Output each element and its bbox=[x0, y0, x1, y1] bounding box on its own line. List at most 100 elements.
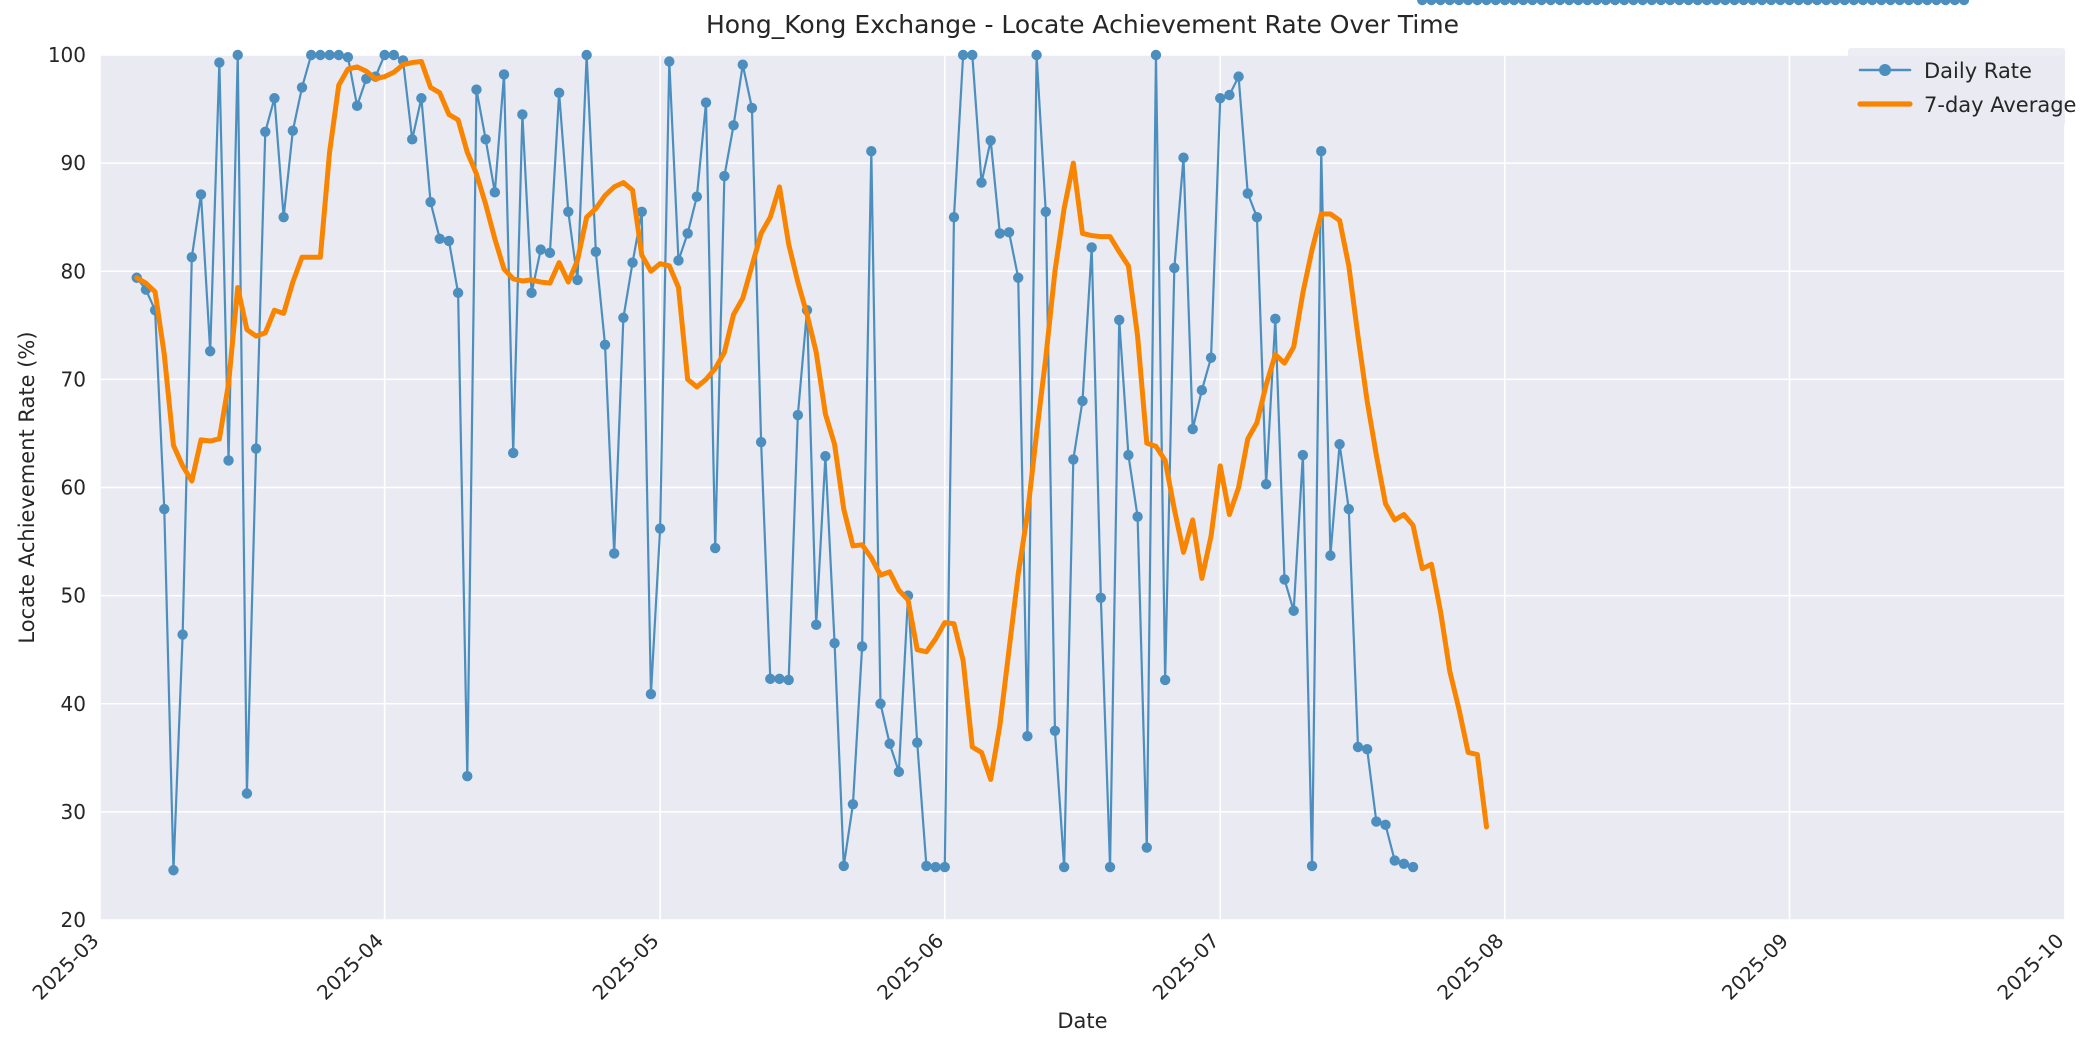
data-point-marker bbox=[691, 191, 703, 202]
y-tick-label: 90 bbox=[61, 151, 86, 175]
data-point-marker bbox=[508, 447, 519, 459]
data-point-marker bbox=[930, 861, 941, 873]
data-point-marker bbox=[1499, 0, 1511, 6]
data-point-marker bbox=[847, 799, 859, 810]
data-point-marker bbox=[1297, 449, 1309, 461]
data-point-marker bbox=[1701, 0, 1713, 6]
data-point-marker bbox=[1215, 93, 1226, 104]
data-point-marker bbox=[1169, 262, 1180, 274]
data-point-marker bbox=[985, 135, 996, 146]
series-line bbox=[134, 58, 1490, 830]
data-point-marker bbox=[1270, 313, 1281, 325]
data-point-marker bbox=[296, 82, 308, 93]
data-point-marker bbox=[710, 542, 721, 554]
x-axis-label: Date bbox=[1057, 1009, 1107, 1033]
data-point-marker bbox=[774, 673, 785, 685]
data-point-marker bbox=[1637, 0, 1648, 6]
data-point-marker bbox=[1729, 0, 1740, 6]
data-point-marker bbox=[1573, 0, 1584, 6]
data-point-marker bbox=[1196, 384, 1208, 396]
chart-legend[interactable]: Daily Rate 7-day Average bbox=[1848, 48, 2076, 126]
data-point-marker bbox=[1756, 0, 1768, 6]
data-point-marker bbox=[682, 228, 693, 239]
data-point-marker bbox=[1784, 0, 1795, 6]
data-point-marker bbox=[287, 125, 299, 136]
data-point-marker bbox=[829, 638, 840, 649]
data-point-marker bbox=[1545, 0, 1556, 6]
data-point-marker bbox=[737, 59, 748, 70]
data-point-marker bbox=[1628, 0, 1639, 6]
y-tick-label: 40 bbox=[61, 692, 86, 716]
data-point-marker bbox=[581, 49, 592, 61]
data-point-marker bbox=[1068, 454, 1079, 465]
data-point-marker bbox=[305, 49, 317, 61]
data-point-marker bbox=[1371, 816, 1382, 827]
data-point-marker bbox=[838, 860, 849, 872]
data-point-marker bbox=[1389, 855, 1400, 866]
data-point-marker bbox=[1095, 592, 1107, 603]
data-point-marker bbox=[856, 641, 868, 652]
data-point-marker bbox=[1003, 227, 1015, 238]
data-point-marker bbox=[948, 211, 960, 223]
data-point-marker bbox=[1802, 0, 1814, 6]
data-point-marker bbox=[1903, 0, 1915, 6]
data-point-marker bbox=[223, 455, 234, 466]
data-point-marker bbox=[1481, 0, 1492, 6]
data-point-marker bbox=[1958, 0, 1970, 6]
data-point-marker bbox=[1380, 819, 1391, 831]
data-point-marker bbox=[1316, 146, 1327, 157]
data-point-marker bbox=[755, 436, 767, 448]
data-point-marker bbox=[1343, 503, 1354, 515]
data-point-marker bbox=[1609, 0, 1621, 6]
data-point-marker bbox=[884, 738, 895, 749]
data-point-marker bbox=[232, 49, 243, 61]
y-tick-label: 100 bbox=[48, 43, 86, 67]
data-point-marker bbox=[1591, 0, 1602, 6]
data-point-marker bbox=[654, 523, 666, 534]
y-tick-label: 70 bbox=[61, 367, 86, 391]
data-point-marker bbox=[1949, 0, 1961, 6]
data-point-marker bbox=[627, 257, 638, 268]
y-axis-tick-labels: 20 30 40 50 60 70 80 90 100 bbox=[48, 43, 86, 932]
data-point-marker bbox=[278, 211, 289, 223]
data-point-marker bbox=[1866, 0, 1878, 6]
data-point-marker bbox=[1674, 0, 1685, 6]
legend-marker bbox=[1879, 64, 1891, 76]
data-point-marker bbox=[1619, 0, 1630, 6]
data-point-marker bbox=[1159, 674, 1171, 686]
data-point-marker bbox=[811, 619, 822, 631]
data-point-marker bbox=[921, 860, 932, 872]
legend-label: Daily Rate bbox=[1924, 59, 2032, 83]
data-point-marker bbox=[526, 287, 537, 299]
data-point-marker bbox=[452, 287, 464, 299]
legend-label: 7-day Average bbox=[1924, 93, 2076, 117]
legend-item-seven-day-average[interactable]: 7-day Average bbox=[1857, 93, 2076, 117]
data-point-marker bbox=[1334, 439, 1345, 450]
data-point-marker bbox=[1912, 0, 1924, 6]
data-point-marker bbox=[195, 189, 207, 200]
data-point-marker bbox=[1104, 861, 1116, 873]
legend-item-daily-rate[interactable]: Daily Rate bbox=[1858, 59, 2032, 83]
data-point-marker bbox=[1527, 0, 1538, 6]
data-point-marker bbox=[1288, 605, 1299, 616]
data-point-marker bbox=[1664, 0, 1676, 6]
data-point-marker bbox=[783, 674, 794, 686]
data-point-marker bbox=[324, 49, 335, 61]
data-point-marker bbox=[1830, 0, 1841, 6]
data-point-marker bbox=[1793, 0, 1804, 6]
data-point-marker bbox=[1885, 0, 1896, 6]
y-tick-label: 30 bbox=[61, 800, 86, 824]
data-point-marker bbox=[159, 503, 170, 515]
data-point-marker bbox=[315, 49, 326, 61]
data-point-marker bbox=[480, 134, 491, 145]
data-point-marker bbox=[1472, 0, 1483, 6]
data-point-marker bbox=[342, 51, 354, 63]
data-point-marker bbox=[1058, 861, 1070, 873]
data-point-marker bbox=[1049, 725, 1061, 736]
data-point-marker bbox=[1361, 743, 1373, 755]
data-point-marker bbox=[544, 247, 556, 259]
data-point-marker bbox=[1077, 395, 1088, 407]
data-point-marker bbox=[517, 109, 528, 120]
data-point-marker bbox=[1013, 272, 1024, 283]
